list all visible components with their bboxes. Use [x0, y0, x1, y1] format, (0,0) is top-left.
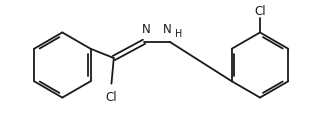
- Text: N: N: [163, 23, 172, 36]
- Text: Cl: Cl: [254, 5, 266, 18]
- Text: N: N: [142, 23, 151, 36]
- Text: Cl: Cl: [106, 91, 117, 104]
- Text: H: H: [175, 29, 183, 39]
